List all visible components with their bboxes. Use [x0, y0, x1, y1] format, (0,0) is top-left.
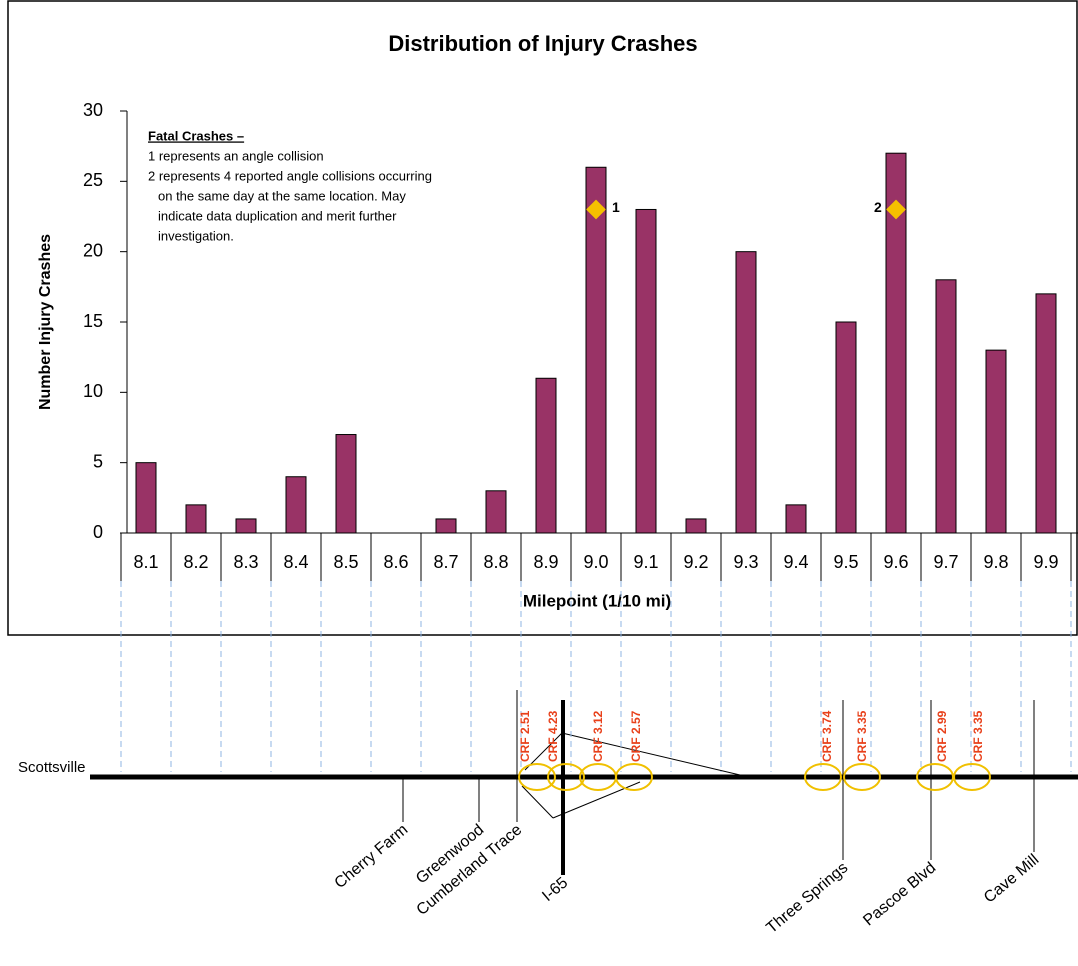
- y-tick-label: 15: [83, 311, 103, 331]
- note-line: investigation.: [158, 228, 234, 243]
- crf-location: [518, 763, 556, 791]
- crf-location: [804, 763, 842, 791]
- x-tick-label: 9.5: [833, 552, 858, 572]
- x-tick-label: 9.7: [933, 552, 958, 572]
- chart-frame: [7, 0, 1078, 636]
- crf-label: CRF 2.99: [935, 710, 949, 762]
- x-tick-label: 9.8: [983, 552, 1008, 572]
- x-tick-label: 9.0: [583, 552, 608, 572]
- crf-label: CRF 2.51: [518, 710, 532, 762]
- crf-label: CRF 4.23: [546, 710, 560, 762]
- note-title: Fatal Crashes –: [148, 128, 244, 143]
- x-axis-label: Milepoint (1/10 mi): [523, 591, 671, 610]
- crf-label: CRF 3.35: [855, 710, 869, 762]
- x-tick-label: 8.4: [283, 552, 308, 572]
- bar: [985, 349, 1007, 534]
- crf-location: [953, 763, 991, 791]
- cross-street-label: Three Springs: [763, 859, 851, 937]
- bar: [785, 504, 807, 534]
- note-line: on the same day at the same location. Ma…: [158, 188, 406, 203]
- note-line: indicate data duplication and merit furt…: [158, 208, 397, 223]
- crf-label: CRF 2.57: [629, 710, 643, 762]
- road-origin: Scottsville: [18, 759, 86, 776]
- bar: [1035, 293, 1057, 534]
- fatal-marker-label: 1: [612, 199, 620, 215]
- y-tick-label: 5: [93, 451, 103, 471]
- y-tick-label: 30: [83, 100, 103, 120]
- bar: [735, 251, 757, 534]
- bar: [585, 166, 607, 534]
- x-tick-label: 9.3: [733, 552, 758, 572]
- y-tick-label: 20: [83, 240, 103, 260]
- x-tick-label: 9.6: [883, 552, 908, 572]
- y-tick-label: 0: [93, 522, 103, 542]
- fatal-marker-label: 2: [874, 199, 882, 215]
- crf-label: CRF 3.12: [591, 710, 605, 762]
- x-tick-label: 8.5: [333, 552, 358, 572]
- note-line: 1 represents an angle collision: [148, 148, 324, 163]
- bar: [485, 490, 507, 534]
- y-axis-label: Number Injury Crashes: [37, 234, 54, 410]
- x-tick-label: 9.1: [633, 552, 658, 572]
- x-tick-label: 8.9: [533, 552, 558, 572]
- bar: [685, 518, 707, 534]
- bar: [885, 152, 907, 534]
- x-tick-label: 8.7: [433, 552, 458, 572]
- bar: [635, 208, 657, 534]
- x-tick-label: 8.3: [233, 552, 258, 572]
- crf-label: CRF 3.74: [820, 710, 834, 762]
- i65-ramps: [521, 732, 741, 819]
- bar: [135, 462, 157, 534]
- x-tick-label: 9.4: [783, 552, 808, 572]
- crf-location: [615, 763, 653, 791]
- x-tick-label: 8.8: [483, 552, 508, 572]
- bar: [335, 434, 357, 534]
- bar: [435, 518, 457, 534]
- x-tick-label: 9.9: [1033, 552, 1058, 572]
- y-tick-label: 10: [83, 381, 103, 401]
- x-tick-label: 8.6: [383, 552, 408, 572]
- x-tick-label: 8.2: [183, 552, 208, 572]
- bar: [185, 504, 207, 534]
- bar: [835, 321, 857, 534]
- cross-street-label: Cave Mill: [981, 851, 1042, 906]
- bar: [235, 518, 257, 534]
- x-tick-label: 9.2: [683, 552, 708, 572]
- bar: [285, 476, 307, 534]
- cross-street-label: I-65: [539, 874, 571, 905]
- note-line: 2 represents 4 reported angle collisions…: [148, 168, 432, 183]
- y-tick-label: 25: [83, 170, 103, 190]
- cross-street-label: Cherry Farm: [332, 821, 412, 892]
- crf-location: [843, 763, 881, 791]
- bar: [535, 377, 557, 534]
- crf-location: [547, 763, 585, 791]
- bar: [935, 279, 957, 534]
- cross-street-label: Pascoe Blvd: [860, 859, 939, 929]
- crf-label: CRF 3.35: [971, 710, 985, 762]
- x-tick-label: 8.1: [133, 552, 158, 572]
- chart-title: Distribution of Injury Crashes: [388, 31, 697, 56]
